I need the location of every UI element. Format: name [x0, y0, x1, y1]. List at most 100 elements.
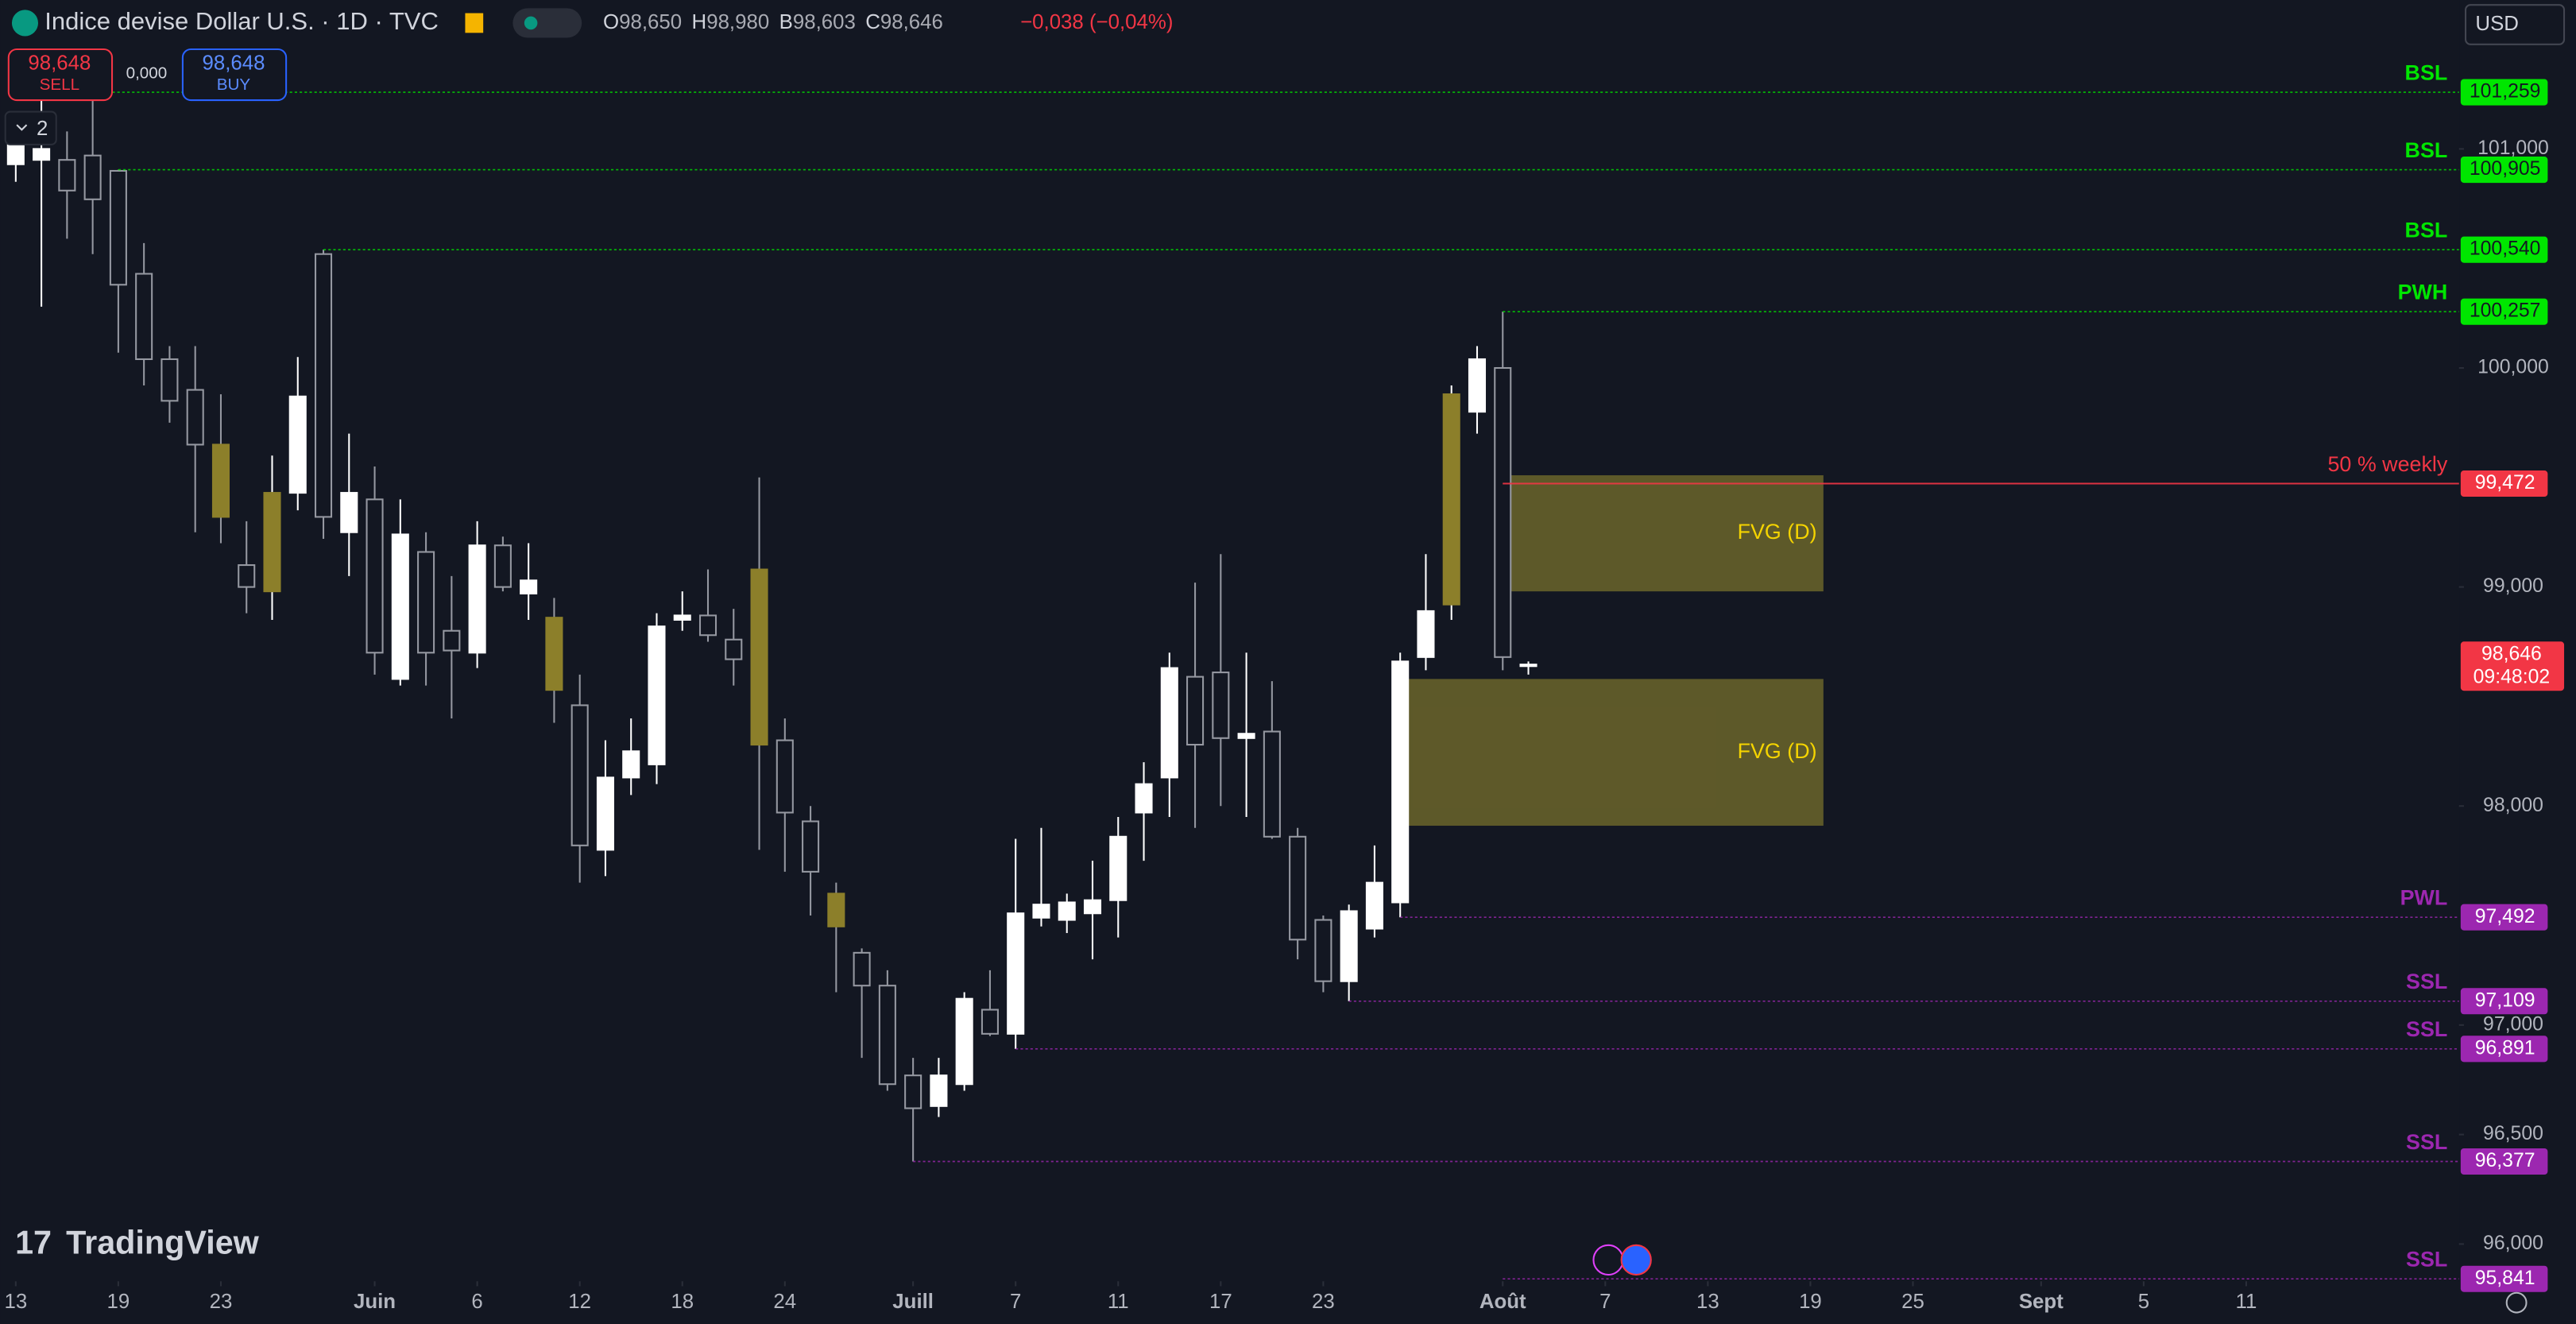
fvg-box: [1392, 679, 1824, 827]
candle-body: [930, 1074, 948, 1107]
level-name: BSL: [2405, 219, 2448, 242]
candle-body: [1263, 730, 1281, 838]
candle-body: [443, 629, 461, 652]
candle-body: [58, 159, 76, 192]
candle-body: [1186, 676, 1205, 746]
indicators-count[interactable]: 2: [37, 118, 48, 140]
candle-body: [135, 273, 153, 361]
y-tick-label: 96,000: [2483, 1233, 2543, 1254]
spread: 0,000: [126, 64, 168, 82]
candle-body: [1058, 901, 1076, 921]
x-tick-label: 11: [1108, 1291, 1129, 1313]
candle-body: [1519, 664, 1537, 668]
candle-body: [1391, 660, 1410, 904]
brand-logo: 17: [15, 1225, 52, 1261]
status-dot: [524, 16, 538, 30]
change: −0,038 (−0,04%): [1020, 11, 1173, 33]
candle-body: [596, 776, 614, 851]
buy-price[interactable]: 98,648: [202, 52, 265, 74]
y-tick-label: 101,000: [2477, 137, 2549, 159]
level-tag: [2460, 298, 2548, 325]
buy-button[interactable]: [181, 48, 288, 102]
level-tag: [2460, 470, 2548, 497]
level-name: SSL: [2406, 970, 2447, 993]
candle-body: [83, 154, 102, 200]
ui: Indice devise Dollar U.S. · 1D · TVC O98…: [4, 4, 2566, 1314]
fvg-box: [1495, 475, 1824, 592]
candle-body: [186, 389, 204, 446]
highlighted-candle: [545, 617, 563, 691]
x-tick-label: 17: [1209, 1291, 1232, 1313]
candle-body: [1160, 667, 1178, 779]
level-value: 101,259: [2470, 81, 2541, 103]
candle-body: [1083, 899, 1102, 915]
candle-body: [288, 395, 307, 494]
candle-body: [1212, 672, 1230, 739]
x-tick-label: 12: [568, 1291, 591, 1313]
ohlc-value: 98,980: [706, 11, 769, 33]
ohlc-value: 98,603: [793, 11, 856, 33]
candle-body: [622, 750, 640, 779]
level-name: SSL: [2406, 1017, 2447, 1041]
x-tick-label: 24: [773, 1291, 796, 1313]
sell-button[interactable]: [7, 48, 114, 102]
sell-label[interactable]: SELL: [40, 75, 80, 94]
x-tick-label: 23: [1312, 1291, 1335, 1313]
level-value: 97,492: [2475, 906, 2535, 927]
x-tick-label: 5: [2138, 1291, 2149, 1313]
candle-body: [1494, 366, 1512, 658]
candle-body: [238, 564, 256, 588]
candle-body: [981, 1008, 999, 1035]
y-tick-label: 96,500: [2483, 1123, 2543, 1144]
symbol-icon: [11, 10, 39, 37]
ohlc: O98,650 H98,980 B98,603 C98,646: [603, 11, 943, 33]
chevron: [16, 124, 28, 131]
x-tick-label: 6: [471, 1291, 482, 1313]
x-tick-label: Sept: [2019, 1291, 2064, 1313]
level-value: 99,472: [2475, 472, 2535, 494]
indicators-toggle[interactable]: [4, 110, 57, 145]
x-tick-label: 23: [210, 1291, 233, 1313]
level-tag: [2460, 904, 2548, 931]
candle-body: [493, 544, 512, 588]
level-name: PWL: [2400, 886, 2448, 910]
highlighted-candle: [827, 892, 845, 927]
candle-body: [314, 253, 333, 518]
candle-body: [878, 985, 896, 1086]
fvg-label: FVG (D): [1738, 520, 1817, 544]
candle-body: [417, 551, 435, 654]
currency[interactable]: USD: [2475, 13, 2519, 35]
candle-body: [1417, 610, 1435, 658]
candle-body: [1007, 912, 1025, 1035]
candle-body: [673, 614, 691, 621]
sell-price[interactable]: 98,648: [28, 52, 91, 74]
status-pill: [512, 8, 582, 38]
buy-label[interactable]: BUY: [217, 75, 251, 94]
currency-select[interactable]: [2465, 4, 2566, 45]
level-name: BSL: [2405, 60, 2448, 84]
flag-event-icon[interactable]: [1620, 1244, 1652, 1276]
ohlc-key: C: [865, 11, 880, 33]
ohlc-value: 98,646: [880, 11, 943, 33]
x-tick-label: 25: [1901, 1291, 1924, 1313]
level-tag: [2460, 988, 2548, 1015]
highlighted-candle: [263, 492, 281, 593]
candle-body: [366, 498, 384, 654]
plot: 101,000 100,000 99,000 98,000 97,000 96,500 96…: [4, 0, 2565, 1313]
last-price-tag: [2460, 641, 2565, 691]
candle-body: [698, 614, 717, 637]
x-tick-label: 19: [107, 1291, 130, 1313]
y-tick-label: 97,000: [2483, 1013, 2543, 1035]
x-tick-label: 18: [671, 1291, 694, 1313]
candle-body: [725, 638, 743, 660]
y-tick-label: 99,000: [2483, 575, 2543, 597]
candle-body: [6, 143, 25, 165]
flag-icon[interactable]: [465, 13, 484, 33]
settings-icon[interactable]: [2505, 1291, 2528, 1314]
x-tick-label: 13: [1696, 1291, 1719, 1313]
ohlc-key: H: [692, 11, 707, 33]
event-icon[interactable]: [1592, 1244, 1624, 1276]
